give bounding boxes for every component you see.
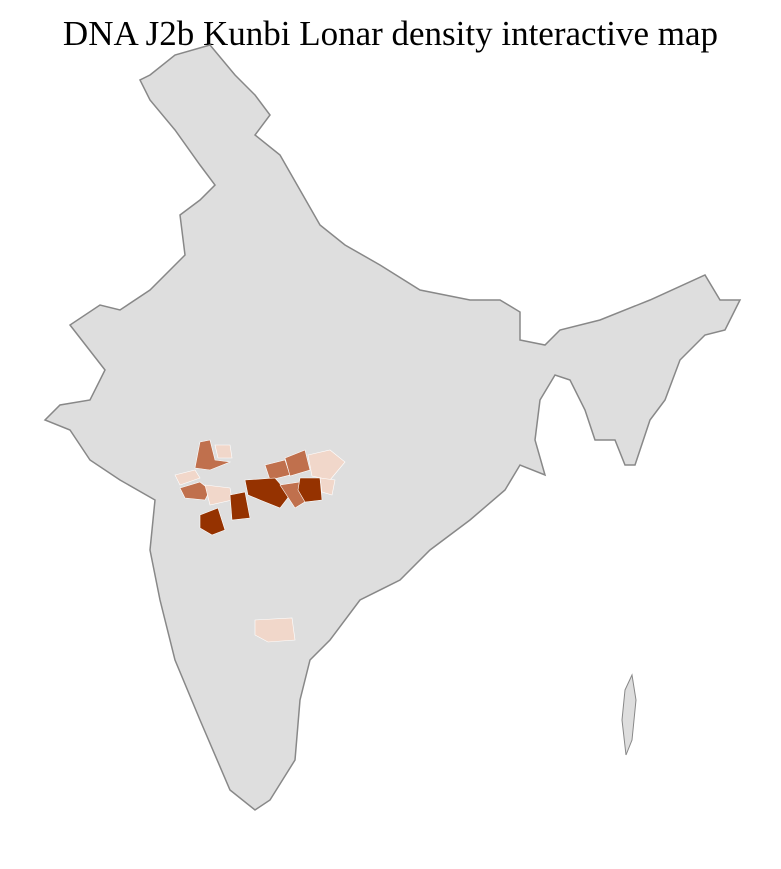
district-high-density[interactable] <box>229 491 251 521</box>
india-outline <box>43 44 742 811</box>
district-high-density[interactable] <box>244 477 291 509</box>
map-title: DNA J2b Kunbi Lonar density interactive … <box>62 14 719 53</box>
district-low-density[interactable] <box>214 444 233 459</box>
district-mid-density[interactable] <box>194 439 232 471</box>
district-low-density[interactable] <box>254 617 296 643</box>
district-mid-density[interactable] <box>284 449 311 477</box>
district-low-density[interactable] <box>307 449 346 481</box>
district-low-density[interactable] <box>174 469 201 486</box>
district-high-density[interactable] <box>199 507 226 536</box>
island-group <box>621 673 637 756</box>
district-high-density[interactable] <box>297 477 323 503</box>
district-low-density[interactable] <box>319 477 336 496</box>
